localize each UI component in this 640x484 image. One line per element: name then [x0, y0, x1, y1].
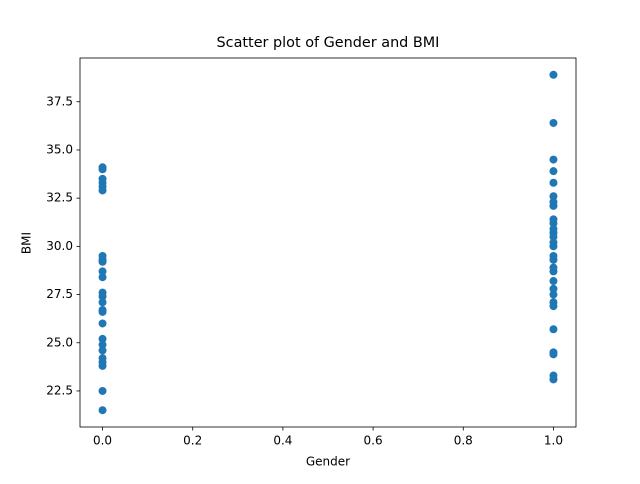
x-tick-label: 0.6 — [364, 434, 383, 448]
scatter-point — [549, 290, 558, 299]
scatter-point — [98, 346, 107, 355]
scatter-point — [98, 386, 107, 395]
x-tick-label: 0.0 — [93, 434, 112, 448]
y-tick-label: 30.0 — [46, 239, 73, 253]
scatter-point — [549, 232, 558, 241]
scatter-point — [98, 334, 107, 343]
scatter-point — [549, 277, 558, 286]
scatter-point — [549, 70, 558, 79]
scatter-point — [549, 242, 558, 251]
scatter-point — [549, 118, 558, 127]
scatter-point — [98, 292, 107, 301]
scatter-point — [549, 167, 558, 176]
scatter-point — [549, 302, 558, 311]
scatter-point — [98, 319, 107, 328]
y-tick-label: 37.5 — [46, 94, 73, 108]
y-tick-label: 25.0 — [46, 335, 73, 349]
scatter-point — [98, 267, 107, 276]
x-axis-label: Gender — [306, 455, 350, 469]
y-tick-label: 22.5 — [46, 383, 73, 397]
scatter-point — [549, 201, 558, 210]
x-tick-label: 0.8 — [454, 434, 473, 448]
x-tick-label: 0.2 — [183, 434, 202, 448]
chart-title: Scatter plot of Gender and BMI — [217, 35, 440, 51]
scatter-point — [549, 350, 558, 359]
scatter-point — [98, 257, 107, 266]
y-axis-label: BMI — [20, 232, 34, 254]
y-tick-label: 32.5 — [46, 191, 73, 205]
plot-frame — [79, 57, 577, 428]
scatter-point — [549, 178, 558, 187]
scatter-point — [549, 255, 558, 264]
scatter-point — [549, 155, 558, 164]
scatter-point — [549, 284, 558, 293]
scatter-point — [549, 192, 558, 201]
y-tick-label: 35.0 — [46, 142, 73, 156]
scatter-point — [549, 267, 558, 276]
scatter-point — [98, 340, 107, 349]
scatter-point — [98, 273, 107, 282]
scatter-point — [98, 298, 107, 307]
y-tick-label: 27.5 — [46, 287, 73, 301]
x-tick-label: 0.4 — [273, 434, 292, 448]
scatter-point — [549, 219, 558, 228]
scatter-point — [98, 406, 107, 415]
scatter-point — [98, 165, 107, 174]
x-tick-label: 1.0 — [544, 434, 563, 448]
scatter-point — [549, 375, 558, 384]
scatter-point — [98, 307, 107, 316]
scatter-point — [549, 325, 558, 334]
scatter-point — [98, 361, 107, 370]
scatter-point — [98, 186, 107, 195]
